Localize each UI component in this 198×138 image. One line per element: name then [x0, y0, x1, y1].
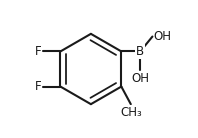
Text: OH: OH — [131, 72, 149, 85]
Text: B: B — [136, 45, 144, 58]
Text: F: F — [35, 80, 42, 93]
Text: OH: OH — [154, 30, 172, 43]
Text: F: F — [35, 45, 42, 58]
Text: CH₃: CH₃ — [120, 106, 142, 119]
